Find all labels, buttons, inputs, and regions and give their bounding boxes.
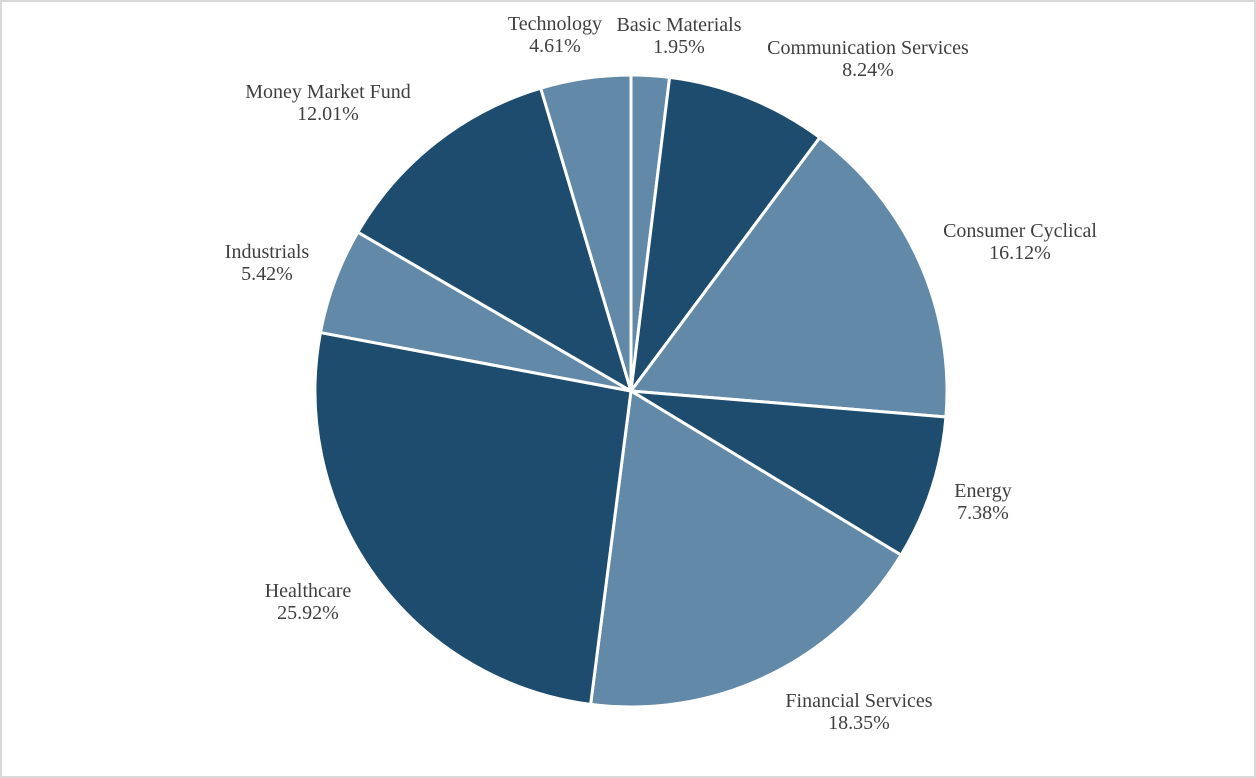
pie-slice-communication-services bbox=[629, 75, 822, 393]
pie-slice-consumer-cyclical bbox=[629, 136, 949, 419]
pie-slice-technology bbox=[539, 73, 633, 393]
pie-slice-energy bbox=[629, 389, 948, 557]
pie-slice-financial-services bbox=[589, 389, 903, 709]
pie-slice-healthcare bbox=[313, 331, 633, 706]
